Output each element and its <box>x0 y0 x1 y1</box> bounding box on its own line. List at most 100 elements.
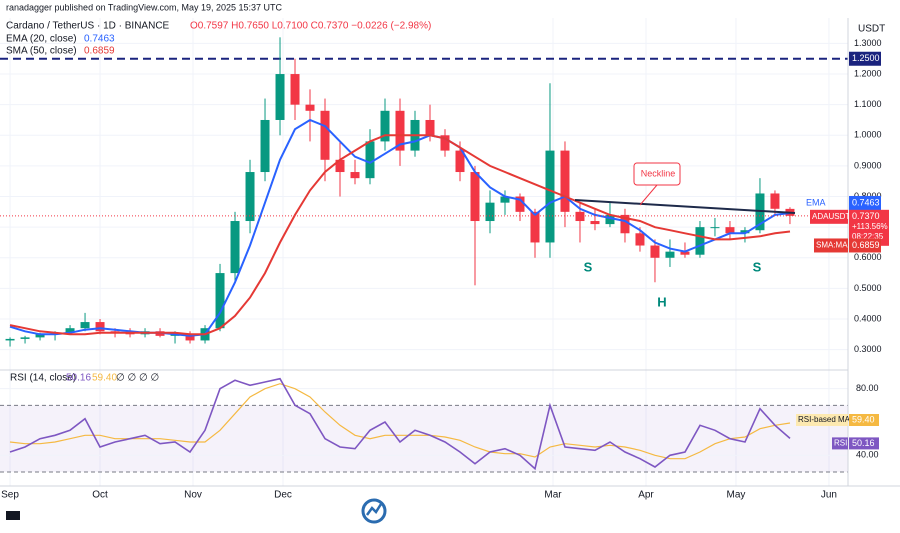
legend-name: EMA (20, close) <box>6 34 77 45</box>
rsi-tick-label: 80.00 <box>856 383 879 393</box>
x-tick-label: May <box>727 490 746 501</box>
legend-name: SMA (50, close) <box>6 46 77 57</box>
sma-badge-name: SMA:MA <box>816 241 848 250</box>
candle-body <box>545 150 555 243</box>
rsi-badge-name: RSI <box>834 439 847 448</box>
candle-body <box>5 338 15 341</box>
candle-body <box>380 110 390 142</box>
x-tick-label: Jun <box>821 490 837 501</box>
candle-body <box>305 104 315 111</box>
candle-body <box>335 159 345 173</box>
grid <box>0 18 848 486</box>
candle-body <box>650 245 660 258</box>
y-tick-label: 0.5000 <box>854 283 882 293</box>
candle-body <box>695 227 705 255</box>
candle-body <box>350 172 360 179</box>
pattern-label: H <box>657 294 666 309</box>
rsi-legend-value: 50.16 <box>66 373 91 384</box>
plot <box>0 37 848 471</box>
rsi-legend-value: 59.40 <box>92 373 117 384</box>
ema-badge-value: 0.7463 <box>852 197 880 207</box>
y-tick-label: 0.6000 <box>854 252 882 262</box>
candle-body <box>620 214 630 234</box>
publisher: ranadagger published on TradingView.com,… <box>6 2 283 12</box>
watermark-icon <box>361 498 387 524</box>
overlay-line <box>9 134 791 336</box>
y-tick-label: 1.2000 <box>854 68 882 78</box>
y-tick-label: 0.3000 <box>854 344 882 354</box>
candle-body <box>395 110 405 151</box>
rsi-badge-name-bg <box>832 437 848 450</box>
candle-body <box>485 202 495 222</box>
candle-body <box>455 150 465 173</box>
y-tick-label: 1.3000 <box>854 38 882 48</box>
rsi-title: RSI (14, close) <box>10 373 76 384</box>
candle-body <box>65 328 75 333</box>
y-tick-label: 1.0000 <box>854 130 882 140</box>
candle-body <box>20 337 30 339</box>
candle-body <box>515 196 525 212</box>
rsi-badge-value: 50.16 <box>852 438 875 448</box>
neckline <box>574 199 796 214</box>
ema-badge-name: EMA <box>806 197 826 207</box>
candle-body <box>215 273 225 329</box>
watermark-circle <box>361 498 387 524</box>
y-tick-label: 0.8000 <box>854 191 882 201</box>
candle-body <box>230 221 240 274</box>
candle-body <box>500 196 510 203</box>
rsi-badge-name-bg <box>796 414 848 426</box>
y-tick-label: 0.4000 <box>854 313 882 323</box>
watermark-arrow <box>365 503 383 516</box>
neckline-label: Neckline <box>641 168 676 178</box>
level-badge-label: 1.2500 <box>852 53 880 63</box>
candle-body <box>575 211 585 222</box>
y-tick-label: 1.1000 <box>854 99 882 109</box>
symbol-badge-bg <box>810 209 848 224</box>
x-tick-label: Nov <box>184 490 202 501</box>
price-change: +113.56% <box>852 222 888 231</box>
candle-body <box>365 141 375 179</box>
candle-body <box>710 227 720 229</box>
candle-body <box>290 74 300 105</box>
pattern-label: S <box>753 259 762 274</box>
candle-body <box>725 227 735 234</box>
candle-body <box>185 334 195 341</box>
candle-body <box>560 150 570 212</box>
candle-body <box>245 172 255 222</box>
ema-badge <box>849 195 881 210</box>
ohlc: O0.7597 H0.7650 L0.7100 C0.7370 −0.0226 … <box>190 21 431 32</box>
level-badge <box>849 51 881 66</box>
rsi-badge-name: RSI-based MA <box>798 415 851 424</box>
candle-body <box>275 74 285 120</box>
rsi-badge-value: 59.40 <box>852 414 875 424</box>
rsi-line <box>9 377 791 471</box>
x-tick-label: Apr <box>638 490 654 501</box>
candle-body <box>665 251 675 258</box>
sma-badge <box>849 238 881 253</box>
candle-body <box>470 172 480 222</box>
candle-body <box>680 251 690 255</box>
logo-mark <box>6 511 20 520</box>
sma-badge-name-bg <box>814 238 848 253</box>
x-tick-label: Dec <box>274 490 292 501</box>
rsi-tick-label: 40.00 <box>856 450 879 460</box>
rsi-badge <box>849 414 879 426</box>
candle-body <box>425 119 435 136</box>
candle-body <box>35 334 45 338</box>
rsi-line <box>9 383 791 460</box>
candle-body <box>740 230 750 234</box>
x-tick-label: Oct <box>92 490 108 501</box>
candle-body <box>95 322 105 332</box>
candle-body <box>260 119 270 173</box>
y-tick-label: 0.9000 <box>854 160 882 170</box>
sma-badge-value: 0.6859 <box>852 240 880 250</box>
candle-body <box>440 135 450 151</box>
candle-body <box>605 214 615 225</box>
countdown: 08:22:35 <box>852 232 884 241</box>
neckline-pointer <box>639 184 658 206</box>
symbol-badge: ADAUSDT <box>812 212 850 221</box>
candle-body <box>80 322 90 329</box>
rsi-extra: ∅ ∅ ∅ ∅ <box>116 373 159 384</box>
